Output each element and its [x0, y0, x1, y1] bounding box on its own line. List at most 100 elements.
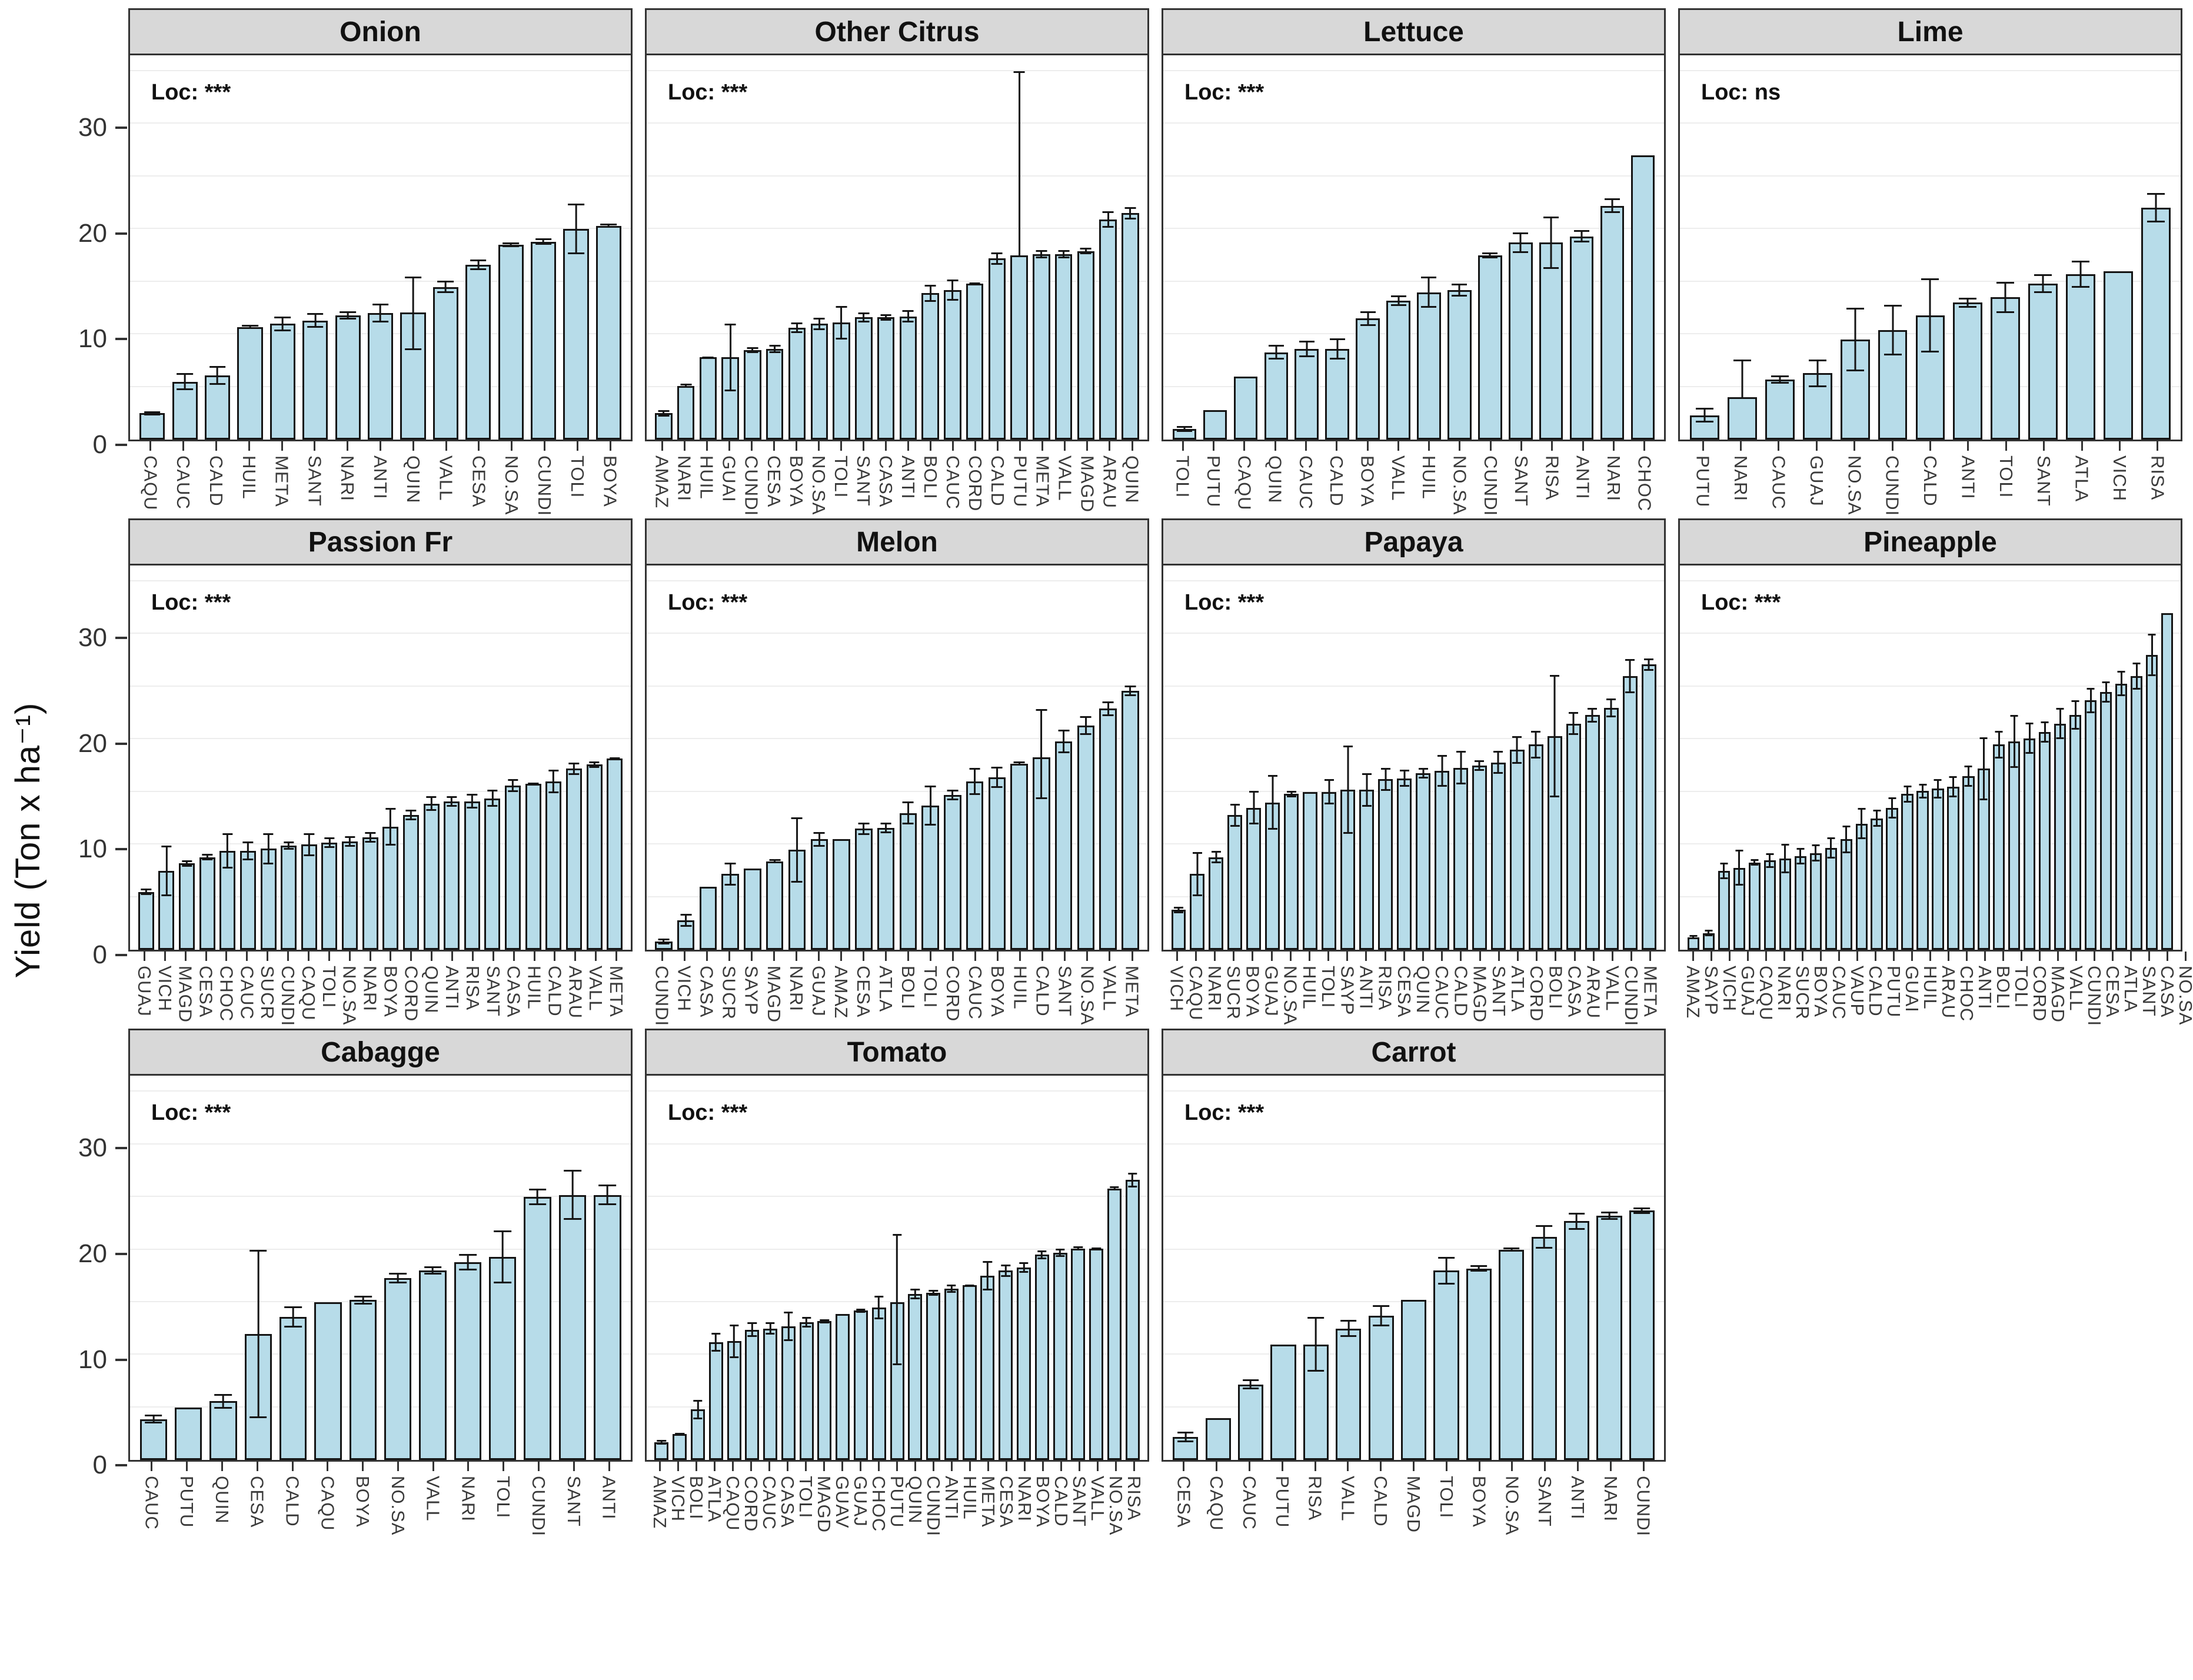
x-axis-slot: CAUC [134, 1462, 169, 1536]
bar [2145, 655, 2158, 950]
x-tick-label: CALD [205, 455, 227, 507]
error-bar [1128, 1172, 1137, 1187]
x-tick-mark [369, 952, 371, 962]
gridline [647, 790, 1147, 792]
bar-slot [741, 55, 764, 440]
error-bar [2025, 722, 2034, 754]
x-tick-mark [1182, 441, 1184, 451]
x-tick-label: QUIN [402, 455, 424, 504]
x-tick-mark [683, 952, 685, 962]
x-tick-label: SAYP [741, 966, 762, 1016]
x-axis-slot: ANTI [1949, 441, 1987, 516]
x-tick-mark [164, 952, 166, 962]
bar [853, 1310, 868, 1461]
bar [944, 1288, 959, 1461]
bar [2054, 723, 2066, 950]
significance-annotation: Loc: *** [151, 590, 231, 616]
x-axis-slot: BOYA [785, 441, 807, 516]
error-bar [1644, 658, 1654, 671]
x-axis-slot: QUIN [421, 952, 442, 1026]
error-bar [535, 238, 552, 245]
x-tick-label: SANT [1054, 966, 1076, 1017]
x-axis-slot: MAGD [175, 952, 196, 1026]
y-tick-mark [115, 232, 127, 235]
error-bar [1904, 786, 1912, 803]
bar [1765, 380, 1795, 440]
x-tick-label: CHOC [1634, 455, 1655, 512]
x-axis-slot: CAQU [1229, 441, 1260, 516]
x-tick-label: CESA [853, 966, 874, 1018]
significance-annotation: Loc: *** [151, 80, 231, 105]
x-tick-mark [884, 441, 887, 451]
bar-slot [2052, 565, 2068, 950]
x-tick-label: HUIL [524, 966, 545, 1010]
error-bar [969, 767, 981, 796]
bar [1034, 1255, 1049, 1461]
bar-slot [1869, 565, 1885, 950]
x-axis-slot: SUCR [1223, 952, 1244, 1026]
x-tick-label: CORD [965, 455, 986, 512]
bar-slot [1282, 565, 1301, 950]
x-tick-mark [997, 952, 999, 962]
bar [2104, 271, 2134, 440]
bar [833, 839, 850, 950]
x-tick-mark [1281, 1462, 1283, 1472]
x-axis-slot: HUIL [1299, 952, 1320, 1026]
x-tick-label: RISA [2147, 455, 2168, 501]
facet-strip-title: Lettuce [1162, 8, 1666, 55]
x-axis-slot: AMAZ [830, 952, 852, 1026]
bar [1727, 397, 1757, 440]
error-bar [161, 846, 172, 896]
gridline [130, 280, 631, 282]
x-tick-mark [930, 441, 932, 451]
error-bar [1482, 252, 1498, 259]
bar-slot [1332, 1076, 1365, 1461]
x-tick-label: CHOC [216, 966, 237, 1022]
x-tick-label: ANTI [1567, 1476, 1588, 1520]
x-tick-mark [1347, 1462, 1349, 1472]
bar-slot [1097, 565, 1119, 950]
bar [1748, 862, 1761, 950]
bar-slot [136, 1076, 171, 1461]
bar [563, 229, 589, 440]
significance-annotation: Loc: ns [1701, 80, 1781, 105]
x-axis-slot: BOYA [1811, 952, 1831, 1026]
bar [2039, 731, 2051, 950]
facet-strip-title: Cabagge [128, 1029, 633, 1076]
bar-slot [1397, 1076, 1430, 1461]
x-tick-label: CASA [1564, 966, 1585, 1018]
bar [962, 1285, 977, 1461]
x-tick-label: RISA [1305, 1476, 1326, 1521]
x-tick-label: MAGD [763, 966, 784, 1023]
x-tick-label: CHOC [868, 1476, 889, 1532]
x-tick-mark [1778, 441, 1780, 451]
facet-strip-title: Tomato [645, 1029, 1149, 1076]
plot-area: Loc: *** [1162, 1076, 1666, 1462]
bar-slot [1463, 1076, 1495, 1461]
x-axis-slot: CAUC [964, 952, 987, 1026]
x-tick-label: CUNDI [651, 966, 673, 1027]
x-tick-label: CAUC [943, 455, 964, 510]
bar [871, 1307, 886, 1461]
bar-slot [604, 565, 625, 950]
bar [988, 777, 1006, 950]
error-bar [447, 796, 457, 807]
x-tick-mark [379, 441, 381, 451]
x-tick-mark [397, 1462, 399, 1472]
bar-slot [171, 1076, 205, 1461]
x-axis-slot: CUNDI [923, 1462, 944, 1537]
x-axis-slot: ANTI [897, 441, 920, 516]
error-bar [1569, 711, 1579, 736]
x-tick-label: TOLI [1318, 966, 1339, 1009]
error-bar [568, 762, 580, 776]
bar [464, 801, 480, 950]
bar-slot [401, 565, 421, 950]
bar [349, 1300, 377, 1461]
bar-slot [503, 565, 523, 950]
x-tick-mark [1212, 441, 1214, 451]
bar [595, 225, 621, 440]
x-tick-mark [1544, 1462, 1546, 1472]
x-axis-slot: ATLA [704, 1462, 725, 1536]
x-tick-mark [974, 952, 977, 962]
error-bar [344, 836, 355, 847]
